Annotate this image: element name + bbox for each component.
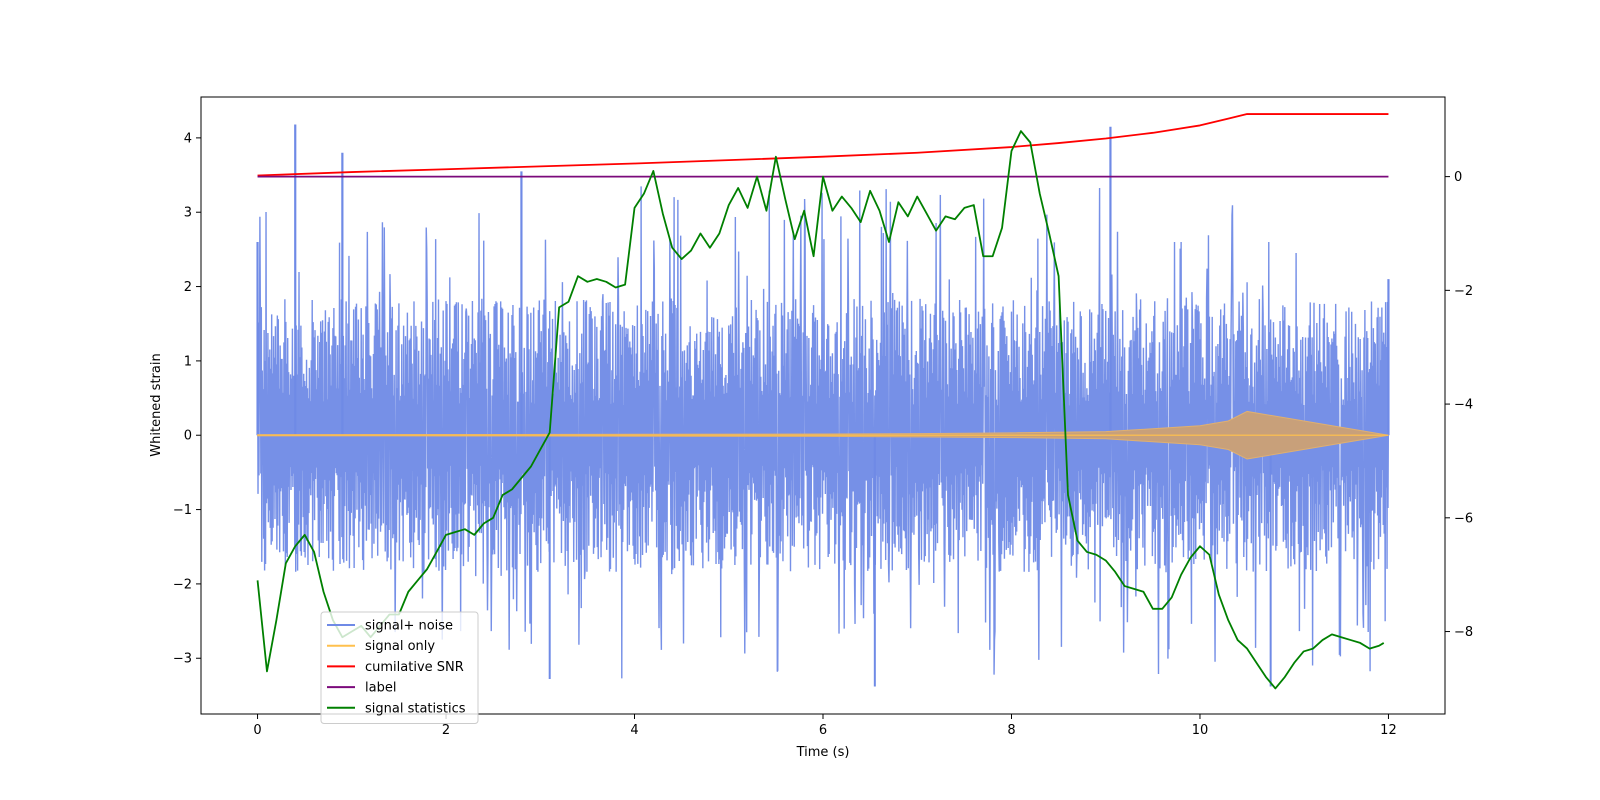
legend-box — [320, 611, 479, 724]
y-tick-label: −2 — [173, 577, 192, 592]
cumilative-snr-line — [257, 113, 1389, 177]
y-tick-label: 2 — [184, 280, 192, 295]
legend-label: signal+ noise — [365, 619, 453, 634]
x-tick-label: 0 — [253, 723, 261, 738]
legend-label: signal only — [365, 639, 435, 654]
series-signal-statistics — [256, 130, 1385, 690]
series-cumilative-snr — [257, 113, 1389, 177]
series-signal-only — [257, 410, 1389, 460]
x-tick-label: 4 — [630, 723, 638, 738]
y2-tick-label: −2 — [1454, 284, 1473, 299]
y2-tick-label: 0 — [1454, 170, 1462, 185]
y-axis-label: Whitened strain — [149, 353, 164, 456]
legend-label: signal statistics — [365, 701, 466, 716]
x-tick-label: 6 — [819, 723, 827, 738]
y-tick-label: 3 — [184, 206, 192, 221]
x-tick-label: 10 — [1192, 723, 1209, 738]
legend: signal+ noise signal only cumilative SNR la… — [320, 611, 479, 724]
y-tick-label: 4 — [184, 131, 192, 146]
y-tick-label: −1 — [173, 503, 192, 518]
x-tick-label: 8 — [1007, 723, 1015, 738]
y2-tick-label: −6 — [1454, 511, 1473, 526]
x-axis: 0 2 4 6 8 10 12 — [253, 714, 1397, 738]
noise-trace — [256, 186, 1390, 679]
x-axis-label: Time (s) — [796, 745, 850, 760]
y2-tick-label: −4 — [1454, 398, 1473, 413]
x-tick-label: 12 — [1380, 723, 1397, 738]
y-tick-label: −3 — [173, 652, 192, 667]
series-layer — [256, 113, 1389, 690]
y-tick-label: 0 — [184, 429, 192, 444]
y-axis-right: −8 −6 −4 −2 0 — [1445, 170, 1473, 640]
y-axis-left: −3 −2 −1 0 1 2 3 4 — [173, 131, 201, 667]
legend-label: label — [365, 681, 396, 696]
legend-label: cumilative SNR — [365, 660, 464, 675]
series-signal-plus-noise — [256, 124, 1390, 687]
y-tick-label: 1 — [184, 354, 192, 369]
x-tick-label: 2 — [442, 723, 450, 738]
signal-statistics-line — [256, 130, 1385, 690]
y2-tick-label: −8 — [1454, 625, 1473, 640]
